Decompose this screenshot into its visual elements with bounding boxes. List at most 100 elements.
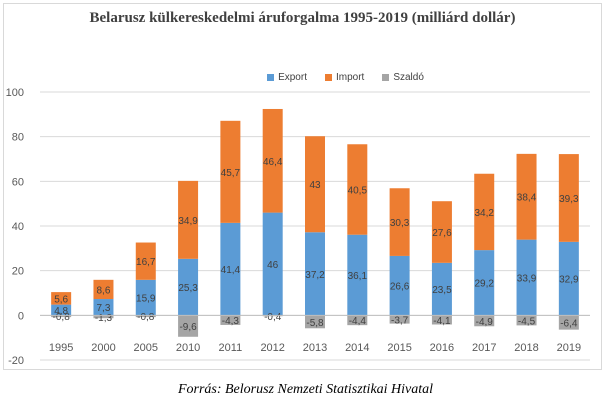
data-label-export: 23,5 — [432, 285, 452, 296]
bar-import — [51, 292, 72, 305]
bar-szaldo — [347, 315, 368, 326]
bar-import — [558, 154, 579, 242]
bar-import — [220, 120, 241, 223]
chart-title: Belarusz külkereskedelmi áruforgalma 199… — [89, 10, 516, 26]
y-tick-label: 100 — [6, 87, 24, 99]
bar-import — [93, 279, 114, 300]
bar-export — [389, 255, 410, 316]
bar-szaldo — [220, 315, 241, 325]
legend-label-export: Export — [278, 72, 307, 83]
data-label-import: 30,3 — [390, 218, 410, 229]
data-label-szaldo: -4,1 — [433, 316, 451, 327]
bar-export — [178, 258, 199, 316]
legend-item-import: Import — [324, 72, 365, 83]
legend-label-import: Import — [335, 72, 365, 83]
x-tick-label: 2013 — [303, 342, 327, 354]
x-tick-label: 2012 — [260, 342, 284, 354]
x-tick-label: 2016 — [430, 342, 454, 354]
bar-export — [220, 222, 241, 316]
x-tick-label: 2005 — [134, 342, 158, 354]
bar-szaldo — [305, 315, 325, 329]
x-tick-label: 2018 — [514, 342, 538, 354]
data-label-export: 46 — [267, 260, 279, 271]
bar-szaldo — [389, 315, 410, 324]
data-label-szaldo: -4,3 — [222, 316, 240, 327]
bar-export — [93, 299, 114, 316]
y-tick-label: 60 — [12, 176, 24, 188]
data-label-szaldo: -1,3 — [95, 313, 113, 324]
data-label-szaldo: -0,8 — [53, 312, 71, 323]
data-label-szaldo: -3,7 — [391, 315, 409, 326]
x-tick-label: 2015 — [387, 342, 411, 354]
data-label-export: 32,9 — [559, 275, 579, 286]
source-note: Forrás: Belorusz Nemzeti Statisztikai Hi… — [177, 382, 434, 397]
data-label-szaldo: -0,8 — [137, 312, 155, 323]
bar-export — [305, 232, 325, 316]
data-label-szaldo: -9,6 — [179, 322, 197, 333]
data-label-szaldo: -5,8 — [306, 318, 324, 329]
bar-import — [262, 108, 283, 213]
data-label-import: 27,6 — [432, 228, 452, 239]
x-tick-label: 2019 — [557, 342, 581, 354]
data-label-import: 45,7 — [221, 168, 241, 179]
data-label-export: 4,8 — [54, 306, 68, 317]
data-label-export: 36,1 — [348, 271, 368, 282]
chart-legend: Export Import Szaldó — [0, 72, 611, 83]
bar-szaldo — [178, 315, 199, 337]
data-label-import: 5,6 — [54, 294, 68, 305]
legend-swatch-import — [324, 74, 332, 81]
bar-export — [347, 234, 368, 316]
data-label-export: 25,3 — [178, 283, 198, 294]
bar-export — [516, 239, 537, 316]
legend-label-szaldo: Szaldó — [393, 72, 424, 83]
data-label-export: 29,2 — [474, 279, 494, 290]
data-label-import: 38,4 — [517, 193, 537, 204]
bar-szaldo — [51, 315, 72, 318]
y-tick-label: 20 — [12, 266, 24, 278]
bar-export — [135, 279, 156, 316]
data-label-import: 16,7 — [136, 257, 156, 268]
y-tick-label: -20 — [8, 355, 24, 367]
bar-export — [51, 304, 72, 316]
legend-item-szaldo: Szaldó — [382, 72, 424, 83]
x-tick-label: 2017 — [472, 342, 496, 354]
x-tick-label: 1995 — [49, 342, 73, 354]
bar-szaldo — [558, 315, 579, 330]
data-label-export: 15,9 — [136, 294, 156, 305]
legend-swatch-export — [267, 74, 275, 81]
data-label-export: 41,4 — [221, 265, 241, 276]
data-label-export: 26,6 — [390, 282, 410, 293]
y-tick-label: 40 — [12, 221, 24, 233]
data-label-export: 37,2 — [305, 270, 325, 281]
y-tick-label: 0 — [18, 310, 24, 322]
data-label-szaldo: -4,4 — [349, 316, 367, 327]
bar-import — [178, 180, 199, 259]
legend-swatch-szaldo — [382, 74, 390, 81]
bar-import — [347, 144, 368, 235]
data-label-szaldo: -4,5 — [518, 316, 536, 327]
y-tick-label: 80 — [12, 132, 24, 144]
bar-szaldo — [516, 315, 537, 326]
data-label-import: 40,5 — [348, 185, 368, 196]
bar-import — [431, 201, 452, 263]
bar-import — [389, 188, 410, 256]
x-tick-label: 2011 — [219, 342, 243, 354]
x-tick-label: 2000 — [91, 342, 115, 354]
bar-szaldo — [93, 315, 114, 319]
data-label-export: 7,3 — [97, 303, 111, 314]
data-label-import: 34,2 — [474, 208, 494, 219]
data-label-szaldo: -4,9 — [476, 317, 494, 328]
data-label-import: 39,3 — [559, 194, 579, 205]
bar-import — [516, 153, 537, 240]
bar-export — [474, 250, 495, 316]
data-label-import: 43 — [309, 180, 321, 191]
data-label-import: 34,9 — [178, 216, 198, 227]
bar-export — [431, 262, 452, 316]
bar-szaldo — [474, 315, 495, 327]
bar-import — [474, 173, 495, 251]
bar-szaldo — [135, 315, 156, 318]
data-label-szaldo: -6,4 — [560, 318, 578, 329]
x-tick-label: 2014 — [345, 342, 369, 354]
data-label-import: 46,4 — [263, 157, 283, 168]
